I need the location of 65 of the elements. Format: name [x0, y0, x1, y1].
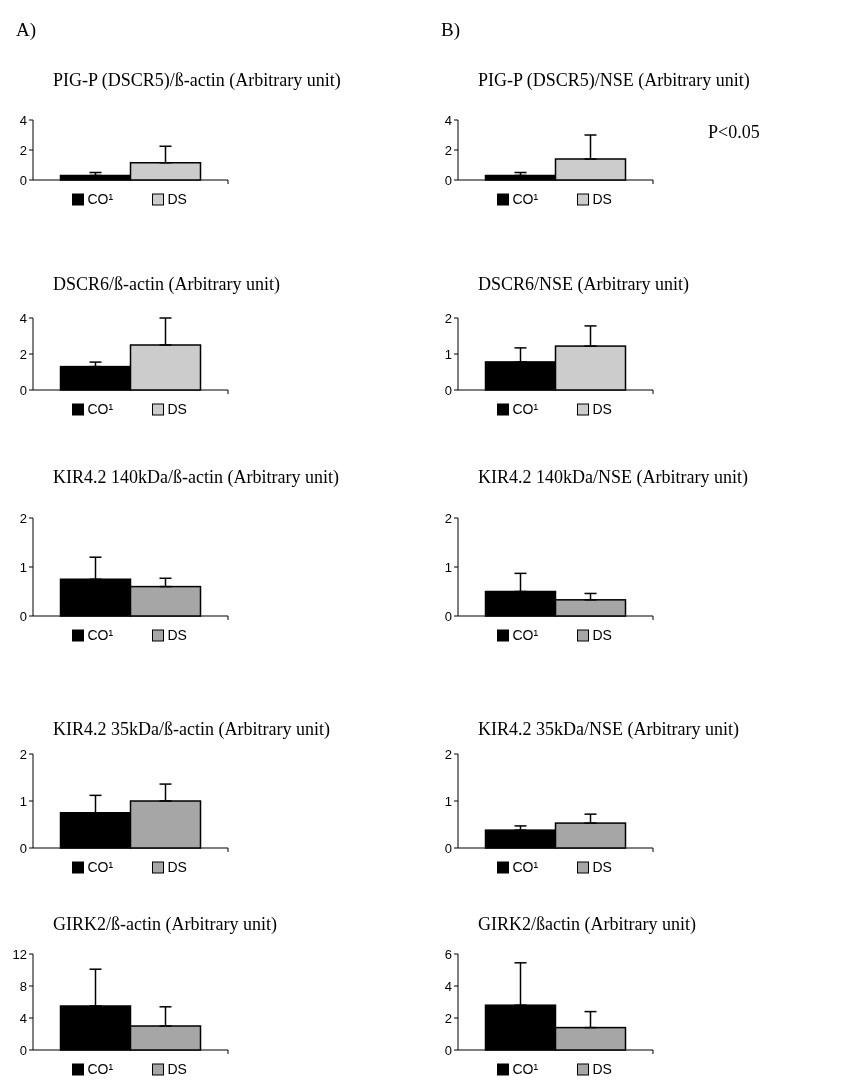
y-tick-label: 6	[444, 946, 452, 962]
y-tick-label: 0	[444, 840, 452, 856]
y-tick-label: 1	[444, 346, 452, 362]
y-tick-label: 0	[444, 172, 452, 188]
y-tick-label: 4	[19, 112, 27, 128]
y-tick-label: 2	[444, 310, 452, 326]
y-tick-label: 0	[19, 608, 27, 624]
y-tick-label: 4	[444, 112, 452, 128]
legend-label: CO¹	[512, 401, 539, 417]
legend-label: DS	[167, 1061, 187, 1077]
y-tick-label: 1	[444, 793, 452, 809]
legend-label: CO¹	[87, 1061, 114, 1077]
y-tick-label: 4	[19, 310, 27, 326]
text: A)	[16, 19, 37, 41]
legend-label: CO¹	[512, 1061, 539, 1077]
legend-label: CO¹	[87, 401, 114, 417]
chart-title: KIR4.2 140kDa/NSE (Arbitrary unit)	[478, 467, 748, 488]
chart-title: GIRK2/ßactin (Arbitrary unit)	[478, 914, 696, 935]
y-tick-label: 0	[19, 840, 27, 856]
y-tick-label: 2	[444, 510, 452, 526]
y-tick-label: 1	[19, 793, 27, 809]
legend-label: DS	[167, 401, 187, 417]
chart-title: KIR4.2 35kDa/ß-actin (Arbitrary unit)	[53, 719, 330, 740]
legend-label: DS	[592, 401, 612, 417]
legend-label: CO¹	[87, 191, 114, 207]
y-tick-label: 2	[444, 1010, 452, 1026]
y-tick-label: 2	[19, 510, 27, 526]
text: B)	[441, 19, 460, 41]
chart-title: PIG-P (DSCR5)/NSE (Arbitrary unit)	[478, 70, 750, 91]
y-tick-label: 2	[444, 746, 452, 762]
legend-label: DS	[592, 859, 612, 875]
y-tick-label: 8	[19, 978, 27, 994]
y-tick-label: 2	[19, 746, 27, 762]
chart-title: KIR4.2 35kDa/NSE (Arbitrary unit)	[478, 719, 739, 740]
y-tick-label: 0	[19, 1042, 27, 1058]
legend-label: DS	[592, 191, 612, 207]
chart-title: DSCR6/ß-actin (Arbitrary unit)	[53, 274, 280, 295]
chart-title: GIRK2/ß-actin (Arbitrary unit)	[53, 914, 277, 935]
y-tick-label: 4	[444, 978, 452, 994]
y-tick-label: 1	[19, 559, 27, 575]
chart-title: PIG-P (DSCR5)/ß-actin (Arbitrary unit)	[53, 70, 341, 91]
legend-label: DS	[592, 627, 612, 643]
y-tick-label: 0	[19, 172, 27, 188]
text: P<0.05	[708, 122, 760, 142]
y-tick-label: 0	[444, 382, 452, 398]
legend-label: CO¹	[512, 191, 539, 207]
legend-label: DS	[167, 627, 187, 643]
legend-label: DS	[592, 1061, 612, 1077]
legend-label: CO¹	[512, 859, 539, 875]
chart-title: KIR4.2 140kDa/ß-actin (Arbitrary unit)	[53, 467, 339, 488]
legend-label: DS	[167, 859, 187, 875]
legend-label: CO¹	[87, 627, 114, 643]
y-tick-label: 0	[19, 382, 27, 398]
chart-title: DSCR6/NSE (Arbitrary unit)	[478, 274, 689, 295]
y-tick-label: 0	[444, 608, 452, 624]
y-tick-label: 0	[444, 1042, 452, 1058]
y-tick-label: 2	[19, 142, 27, 158]
legend-label: DS	[167, 191, 187, 207]
y-tick-label: 2	[19, 346, 27, 362]
y-tick-label: 1	[444, 559, 452, 575]
y-tick-label: 4	[19, 1010, 27, 1026]
legend-label: CO¹	[512, 627, 539, 643]
y-tick-label: 12	[12, 946, 27, 962]
legend-label: CO¹	[87, 859, 114, 875]
y-tick-label: 2	[444, 142, 452, 158]
